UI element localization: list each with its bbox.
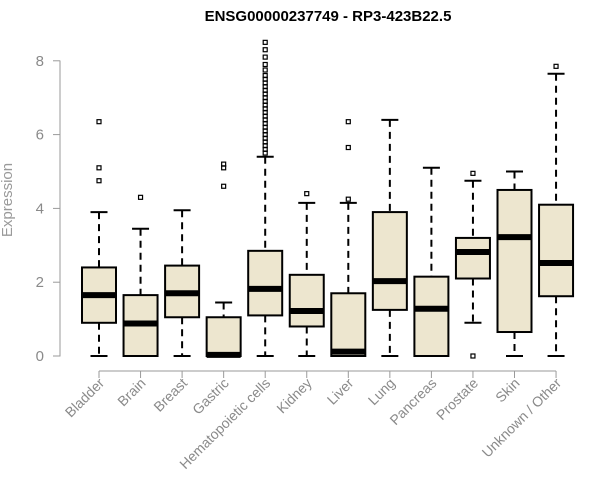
outlier-point [137,194,144,200]
box-iqr [288,273,325,328]
box-series [81,39,575,359]
box-liver [330,119,367,357]
outlier-point [345,144,351,151]
box-hematopoietic-cells [247,39,284,357]
outlier-point [96,119,102,125]
box-prostate [454,170,491,359]
outlier-point [262,47,268,53]
x-tick-label: Skin [492,375,523,406]
outlier-point [96,178,102,184]
outlier-point [96,165,102,171]
outlier-point [221,161,227,167]
box-gastric [205,161,242,358]
x-tick-label: Brain [114,375,148,409]
box-iqr [496,188,533,334]
outlier-point [470,353,476,359]
outlier-point [262,67,268,73]
outlier-point [470,170,476,176]
y-tick-label: 6 [36,127,44,144]
outlier-point [221,183,227,189]
chart-title: ENSG00000237749 - RP3-423B22.5 [205,8,452,25]
x-tick-label: Kidney [273,375,315,417]
outlier-point [553,63,559,69]
outlier-point [262,54,268,60]
x-tick-label: Prostate [433,375,481,423]
x-tick-label: Liver [324,375,357,408]
box-unknown-other [538,63,575,357]
y-axis-label: Expression [0,163,16,237]
box-skin [496,170,533,357]
box-pancreas [413,166,450,358]
box-kidney [288,191,325,357]
outlier-point [345,196,351,202]
y-tick-label: 8 [36,53,44,70]
y-axis-ticks: 0 2 4 6 8 [36,53,60,365]
box-iqr [247,249,284,317]
x-tick-label: Lung [365,375,398,408]
box-iqr [538,203,575,298]
box-iqr [330,292,367,357]
box-lung [371,118,408,357]
x-tick-label: Breast [150,375,190,415]
box-brain [122,194,159,357]
outlier-point [262,39,268,45]
y-tick-label: 4 [36,200,44,217]
x-tick-label: Bladder [62,375,108,421]
y-tick-label: 2 [36,274,44,291]
box-breast [164,209,201,357]
box-iqr [371,211,408,311]
box-iqr [413,275,450,358]
outlier-point [304,191,310,197]
box-iqr [454,236,491,280]
outlier-point [262,61,268,68]
box-iqr [205,316,242,358]
outlier-point [345,119,351,125]
x-tick-label: Unknown / Other [479,375,565,461]
box-bladder [81,119,117,357]
outlier-point [262,72,268,79]
y-tick-label: 0 [36,348,44,365]
